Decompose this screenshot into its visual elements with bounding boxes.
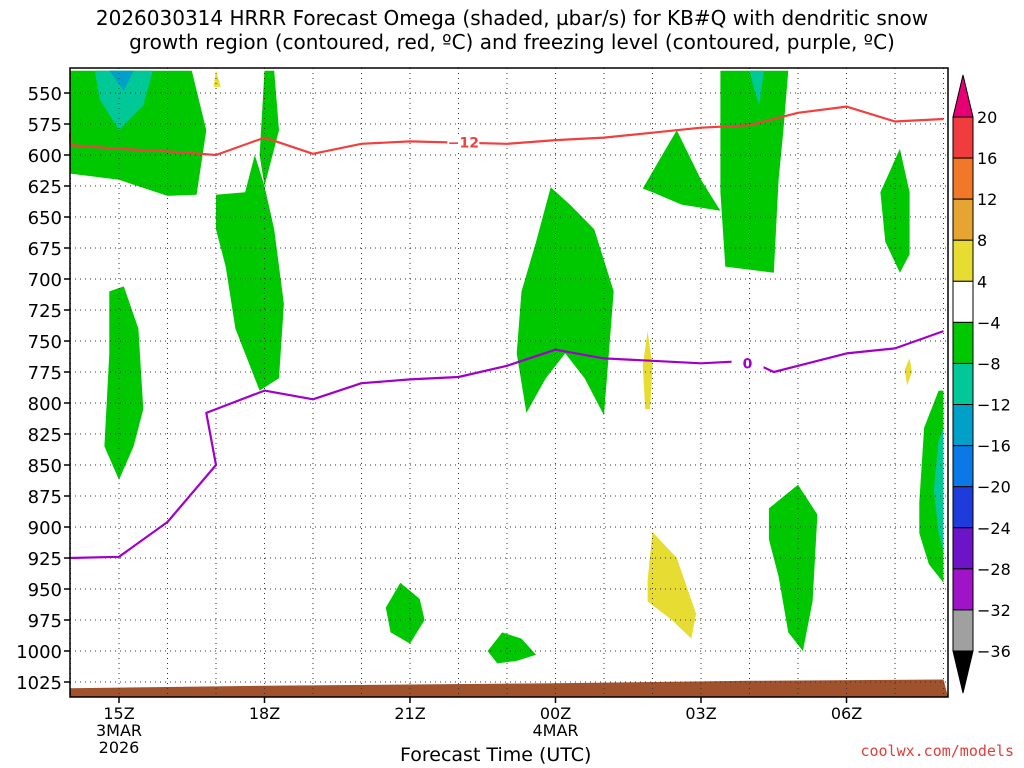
colorbar-box-1 (952, 157, 974, 200)
x-tick-year: 2026 (99, 738, 140, 757)
colorbar-label: 12 (977, 190, 997, 209)
colorbar-label: −8 (977, 354, 1001, 373)
grid-lines (70, 68, 948, 697)
y-tick-label: 900 (28, 518, 62, 539)
title-line-2: growth region (contoured, red, ºC) and f… (129, 30, 895, 54)
omega-region-18 (213, 70, 221, 87)
omega-region-12 (933, 427, 944, 552)
omega-region-19 (904, 358, 912, 386)
omega-region-9 (642, 130, 721, 211)
dgz-contour (68, 105, 944, 157)
x-axis-label: Forecast Time (UTC) (400, 744, 592, 766)
colorbar-box-6 (952, 362, 974, 406)
colorbar-label: 8 (977, 231, 987, 250)
omega-shading (70, 70, 944, 664)
freezing-level-contour-label: 0 (743, 356, 753, 372)
colorbar-box-8 (952, 445, 974, 488)
title-line-1: 2026030314 HRRR Forecast Omega (shaded, … (95, 6, 929, 30)
colorbar-label: −4 (977, 313, 1001, 332)
y-tick-label: 950 (28, 580, 62, 601)
colorbar-box-4 (952, 280, 974, 323)
y-tick-label: 725 (28, 301, 62, 322)
y-tick-label: 600 (28, 146, 62, 167)
chart-title: 2026030314 HRRR Forecast Omega (shaded, … (0, 6, 1024, 54)
freezing-level-contour-label-bg (731, 355, 764, 371)
colorbar-label: −16 (977, 437, 1011, 456)
omega-region-2 (109, 70, 134, 91)
x-tick-label: 21Z (394, 704, 425, 723)
colorbar-label: 16 (977, 149, 997, 168)
x-tick-label: 18Z (249, 704, 280, 723)
omega-region-3 (259, 70, 279, 186)
freezing-level-contour (69, 330, 944, 560)
y-tick-label: 625 (28, 177, 62, 198)
y-tick-label: 925 (28, 549, 62, 570)
colorbar-label: 20 (977, 108, 997, 127)
ground-layer (70, 679, 948, 697)
y-tick-label: 1000 (16, 642, 62, 663)
colorbar-label: −32 (977, 601, 1011, 620)
colorbar-label: −36 (977, 642, 1011, 661)
x-tick-label: 15Z (103, 704, 134, 723)
colorbar-label: 4 (977, 272, 987, 291)
omega-region-10 (880, 148, 910, 273)
x-tick-label: 00Z (540, 704, 571, 723)
y-tick-label: 825 (28, 425, 62, 446)
omega-region-11 (919, 390, 944, 583)
colorbar-box-9 (952, 486, 974, 529)
y-tick-label: 700 (28, 270, 62, 291)
omega-region-4 (216, 155, 284, 391)
omega-region-14 (385, 582, 425, 644)
colorbar-bottom-arrow (952, 650, 974, 694)
y-tick-label: 775 (28, 363, 62, 384)
colorbar-box-11 (952, 568, 974, 611)
x-tick-label: 03Z (685, 704, 716, 723)
x-tick-date: 3MAR (96, 721, 142, 740)
colorbar-box-0 (952, 116, 974, 159)
y-tick-label: 875 (28, 487, 62, 508)
colorbar-box-10 (952, 527, 974, 570)
omega-region-6 (516, 187, 614, 416)
x-tick-date: 4MAR (532, 721, 578, 740)
y-tick-label: 550 (28, 84, 62, 105)
colorbar-box-3 (952, 239, 974, 282)
y-tick-label: 850 (28, 456, 62, 477)
dgz-contour-label: −12 (448, 136, 479, 152)
colorbar-label: −12 (977, 396, 1011, 415)
colorbar-label: −28 (977, 560, 1011, 579)
omega-region-16 (647, 532, 697, 639)
x-tick-label: 06Z (831, 704, 862, 723)
colorbar-box-7 (952, 404, 974, 447)
dgz-contour-label-bg (447, 134, 480, 150)
omega-region-1 (94, 70, 153, 131)
colorbar-label: −20 (977, 478, 1011, 497)
y-tick-label: 1025 (16, 673, 62, 694)
omega-region-5 (104, 286, 144, 480)
omega-region-7 (720, 70, 789, 273)
colorbar-label: −24 (977, 519, 1011, 538)
colorbar-box-12 (952, 609, 974, 652)
omega-region-15 (487, 632, 537, 664)
y-tick-label: 675 (28, 239, 62, 260)
omega-region-13 (768, 484, 818, 651)
colorbar-box-5 (952, 321, 974, 364)
credit-text[interactable]: coolwx.com/models (860, 742, 1014, 760)
y-tick-label: 575 (28, 115, 62, 136)
plot-frame (69, 67, 949, 698)
ground-surface (70, 679, 948, 697)
colorbar-box-2 (952, 198, 974, 241)
y-tick-label: 800 (28, 394, 62, 415)
omega-region-17 (642, 331, 653, 410)
colorbar-top-arrow (952, 74, 974, 118)
y-tick-label: 650 (28, 208, 62, 229)
omega-region-8 (749, 70, 765, 106)
y-tick-label: 975 (28, 611, 62, 632)
colorbar: 20 16 12 8 4 −4 −8 −12 −16 −20 −24 −28 −32 −36 (952, 74, 1011, 694)
axes: 550 575 600 625 650 675 700 725 750 775 800 825 850 8… (16, 67, 949, 757)
contour-lines: −12 0 (68, 105, 944, 560)
y-tick-label: 750 (28, 332, 62, 353)
